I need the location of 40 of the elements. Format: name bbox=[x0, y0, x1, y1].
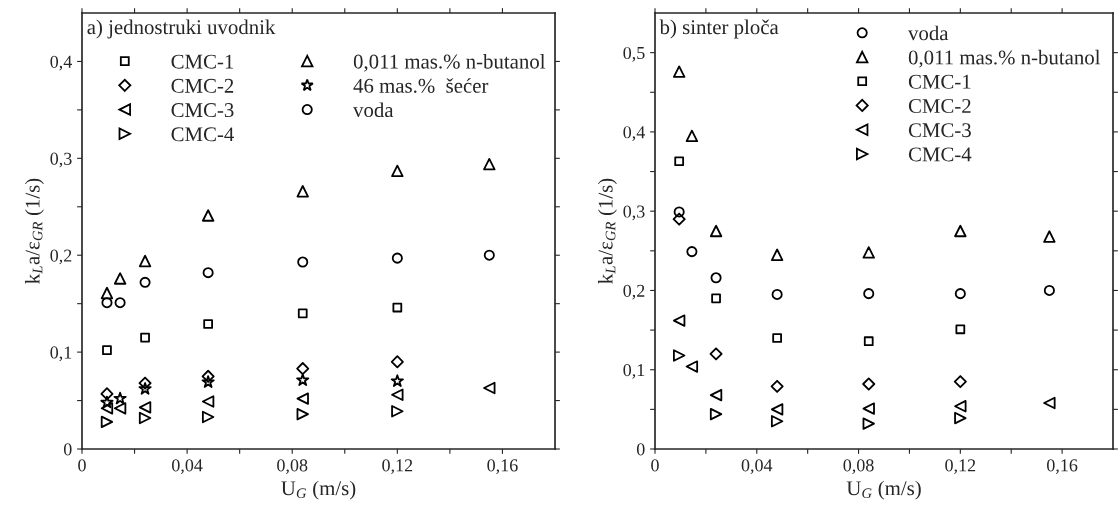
x-tick-label: 0,04 bbox=[741, 459, 773, 475]
x-tick-label: 0,12 bbox=[945, 459, 976, 475]
legend-label: voda bbox=[353, 102, 394, 118]
x-axis-title: U$_{G}$ (m/s) bbox=[281, 480, 356, 500]
y-tick-label: 0,4 bbox=[50, 55, 72, 71]
y-tick-label: 0,2 bbox=[50, 249, 72, 265]
y-tick-label: 0,4 bbox=[623, 126, 645, 141]
y-axis-title: k$_{L}$a/ε$_{GR}$ (1/s) bbox=[24, 178, 44, 284]
annotation: a) jednostruki uvodnik bbox=[87, 19, 276, 39]
legend-label: CMC-1 bbox=[908, 74, 971, 89]
annotation: b) sinter ploča bbox=[659, 19, 779, 39]
y-tick-label: 0,1 bbox=[623, 363, 645, 379]
x-tick-label: 0,12 bbox=[382, 459, 413, 475]
x-tick-label: 0,16 bbox=[1047, 459, 1078, 475]
legend-label: CMC-3 bbox=[171, 103, 234, 118]
legend-label: CMC-4 bbox=[908, 147, 972, 162]
x-tick-label: 0,08 bbox=[277, 459, 308, 475]
legend-label: 0,011 mas.% n-butanol bbox=[908, 49, 1101, 68]
x-tick-label: 0 bbox=[651, 459, 659, 472]
x-axis-title: U$_{G}$ (m/s) bbox=[846, 480, 921, 500]
y-tick-label: 0 bbox=[63, 443, 72, 456]
legend-label: CMC-1 bbox=[171, 54, 234, 69]
y-tick-label: 0,3 bbox=[623, 205, 645, 221]
legend-label: CMC-4 bbox=[171, 127, 234, 142]
x-tick-label: 0,08 bbox=[843, 459, 874, 475]
legend-label: 0,011 mas.% n-butanol bbox=[353, 53, 546, 72]
legend-label: voda bbox=[908, 25, 949, 41]
y-tick-label: 0,2 bbox=[623, 284, 645, 300]
y-tick-label: 0,3 bbox=[50, 152, 72, 168]
legend-label: CMC-3 bbox=[908, 123, 971, 138]
y-axis-title: k$_{L}$a/ε$_{GR}$ (1/s) bbox=[597, 178, 617, 284]
legend-label: CMC-2 bbox=[908, 98, 971, 113]
y-tick-label: 0 bbox=[636, 443, 645, 456]
y-tick-label: 0,1 bbox=[50, 346, 72, 362]
x-tick-label: 0 bbox=[78, 459, 86, 472]
legend-label: 46 mas.% šećer bbox=[353, 78, 489, 93]
y-tick-label: 0,5 bbox=[623, 46, 645, 62]
x-tick-label: 0,16 bbox=[487, 459, 518, 475]
legend-label: CMC-2 bbox=[171, 78, 234, 93]
x-tick-label: 0,04 bbox=[172, 459, 203, 475]
